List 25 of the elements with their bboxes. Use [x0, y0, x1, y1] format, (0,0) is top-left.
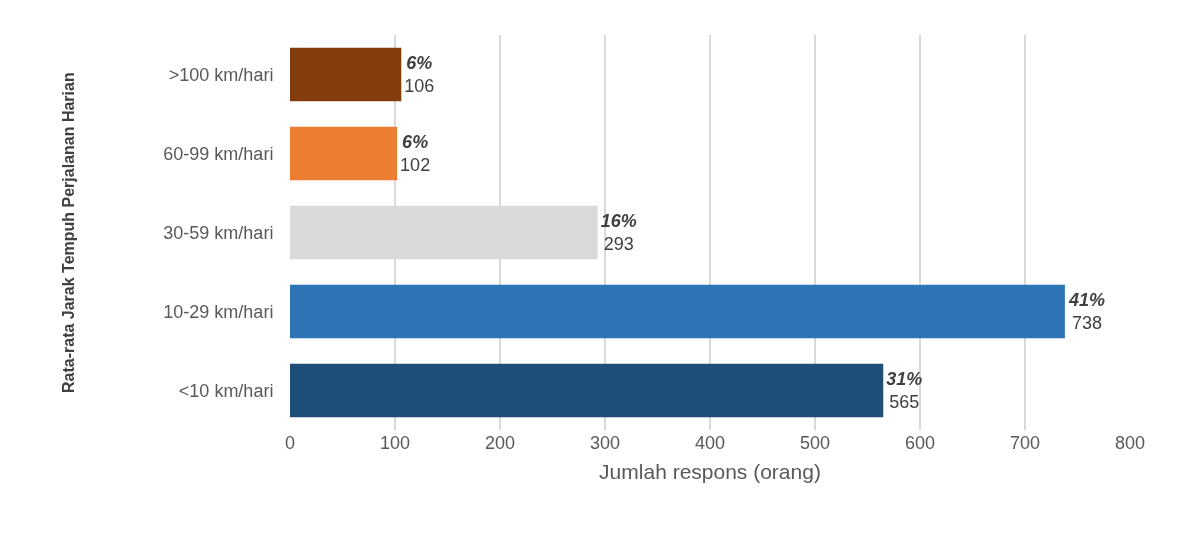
y-tick-label: 60-99 km/hari	[163, 143, 274, 164]
y-tick-label: 10-29 km/hari	[163, 301, 274, 322]
y-tick-label: >100 km/hari	[168, 64, 274, 85]
bar	[290, 363, 884, 418]
x-tick-label: 800	[1114, 433, 1146, 453]
bar	[290, 284, 1065, 339]
data-label: 31% 565	[886, 368, 923, 413]
y-tick-label: <10 km/hari	[178, 380, 274, 401]
x-tick-label: 700	[1009, 433, 1041, 453]
x-tick-label: 400	[694, 433, 726, 453]
data-label: 6% 102	[400, 131, 431, 176]
data-label: 16% 293	[600, 210, 637, 255]
x-tick-label: 300	[589, 433, 621, 453]
y-tick-label: 30-59 km/hari	[163, 222, 274, 243]
x-axis-title: Jumlah respons (orang)	[599, 460, 821, 484]
x-tick-label: 600	[904, 433, 936, 453]
x-tick-label: 200	[484, 433, 516, 453]
x-tick-label: 100	[379, 433, 411, 453]
data-label: 6% 106	[404, 52, 435, 97]
text: Rata-rata Jarak Tempuh Perjalanan Harian	[60, 72, 77, 393]
bar	[290, 47, 402, 102]
x-tick-label: 500	[799, 433, 831, 453]
data-label: 41% 738	[1067, 289, 1105, 334]
bar	[290, 126, 398, 181]
x-tick-label: 0	[284, 433, 296, 453]
